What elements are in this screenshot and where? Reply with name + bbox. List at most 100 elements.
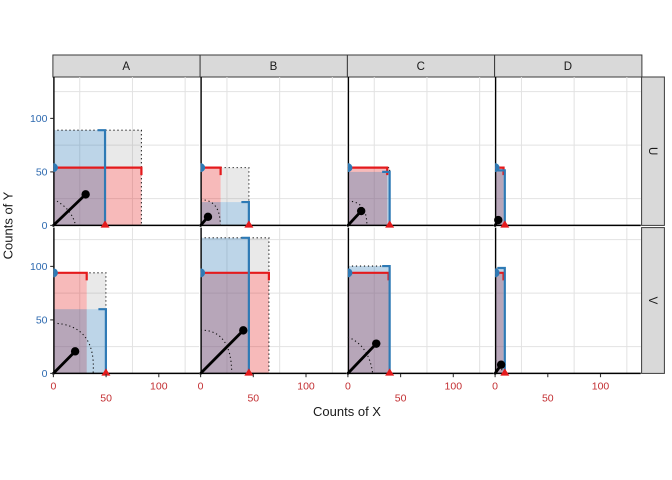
facet-strip-top-C: C [346,54,496,78]
panel-A-U [52,77,200,228]
blue-semicircle-marker [347,268,353,278]
dotted-curve [53,198,77,226]
blue-semicircle-marker [53,268,58,278]
dotted-bbox [200,237,270,374]
blue-range-rect [200,202,249,226]
data-point [372,339,381,348]
y-tick-label: 0 [42,220,48,232]
panel-C-U [346,77,494,228]
x-tick-label: 50 [247,393,259,405]
dotted-curve [495,360,503,374]
dotted-curve [200,199,221,226]
data-point [496,360,506,369]
blue-bracket-line [98,308,107,374]
dotted-bbox [53,129,142,226]
red-triangle-marker [101,368,111,376]
strip-label: U [646,147,658,155]
strip-label: B [270,61,278,73]
dotted-curve [200,329,233,374]
gray-range-rect [220,167,249,203]
x-tick-label: 50 [100,393,112,405]
red-range-rect [495,272,504,374]
red-range-rect [495,167,504,226]
blue-range-rect [200,237,249,374]
y-axis-title: Counts of Y [0,191,16,260]
x-axis-title: Counts of X [313,404,381,419]
red-range-rect [200,167,221,226]
red-triangle-marker [244,220,254,228]
data-point [81,190,90,199]
data-point [70,347,80,356]
strip-box [494,54,643,78]
facet-strip-top-B: B [199,54,348,78]
panel-D-U [493,77,641,228]
strip-label: D [564,61,572,73]
panel-A-V [52,227,200,376]
blue-bracket-line [241,200,250,226]
blue-range-rect [53,130,106,226]
blue-range-rect [495,268,505,374]
y-tick-label: 50 [36,315,48,327]
red-range-rect [347,167,388,226]
blue-semicircle-marker [495,163,500,173]
x-tick-label: 100 [297,381,315,393]
x-tick-label: 100 [150,381,168,393]
x-tick-label: 0 [492,381,498,393]
strip-label: C [417,61,425,73]
red-triangle-marker [385,220,395,228]
blue-bracket-line [241,236,250,374]
x-tick-label: 100 [592,381,610,393]
blue-semicircle-marker [347,163,353,173]
panel-C-V [346,227,494,376]
gray-range-rect [387,167,390,172]
x-tick-label: 0 [345,381,351,393]
panel-D-V [493,227,641,376]
data-point [494,215,503,225]
blue-bracket-line [97,129,107,226]
data-point [239,326,248,335]
blue-bracket-line [497,169,506,226]
facet-strip-top-D: D [494,54,643,78]
y-tick-label: 50 [36,167,48,179]
y-tick-label: 100 [30,113,48,125]
gray-range-rect [86,272,106,310]
red-bracket-line [200,166,222,176]
x-tick-label: 50 [395,393,407,405]
panel-B-V [199,227,347,376]
x-tick-label: 50 [542,393,554,405]
blue-bracket-line [382,170,391,226]
dotted-curve [53,322,94,374]
dotted-bbox [53,272,107,374]
facet-strip-right-V: V [641,227,665,374]
red-triangle-marker [100,220,110,228]
strip-box [641,227,665,374]
blue-semicircle-marker [495,268,500,278]
strip-box [641,76,665,226]
x-tick-label: 0 [50,381,56,393]
origin-segment [52,192,88,227]
gray-range-rect [105,130,142,168]
red-triangle-marker [500,220,510,228]
y-tick-label: 0 [42,368,48,380]
blue-range-rect [495,170,505,226]
blue-semicircle-marker [53,163,58,173]
panel-B-U [199,77,347,228]
blue-range-rect [347,266,390,374]
red-bracket-line [53,166,143,176]
facet-strip-right-U: U [641,76,665,226]
data-point [356,206,366,216]
x-tick-label: 100 [445,381,463,393]
origin-segment [346,342,378,375]
blue-semicircle-marker [200,163,206,173]
red-triangle-marker [500,368,510,376]
blue-bracket-line [382,264,391,374]
strip-label: V [646,297,658,305]
red-bracket-line [53,271,88,281]
data-point [203,212,213,222]
blue-semicircle-marker [200,268,206,278]
gray-range-rect [248,237,269,273]
y-tick-label: 100 [30,261,48,273]
red-triangle-marker [385,368,395,376]
